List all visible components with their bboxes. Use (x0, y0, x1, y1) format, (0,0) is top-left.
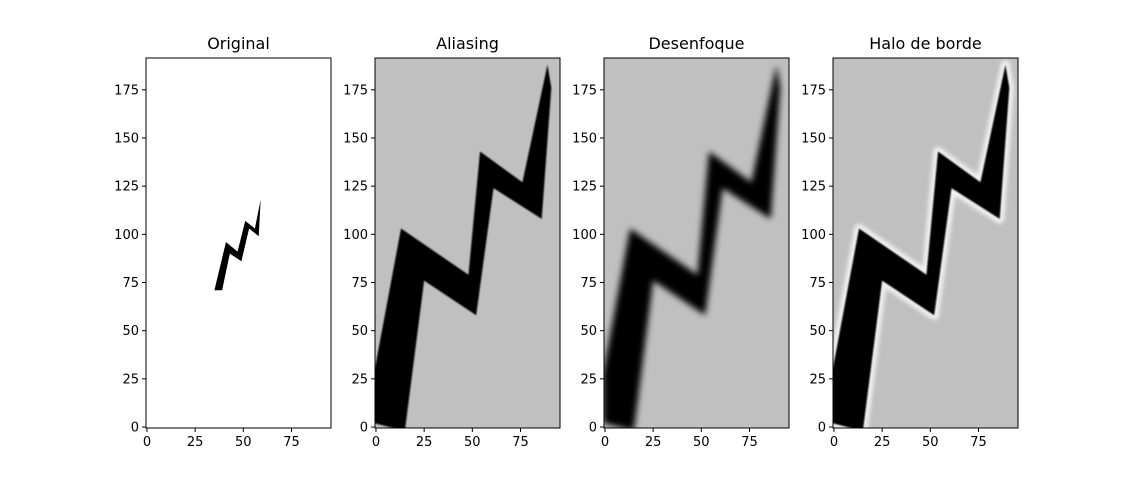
ticks-aliasing: 0 25 50 75 0 25 50 75 100 125 150 175 (343, 83, 529, 450)
y-tick-label: 75 (809, 276, 826, 291)
y-tick-label: 75 (351, 276, 368, 291)
y-tick-label: 0 (360, 421, 368, 436)
lightning-bolt-original (214, 199, 261, 291)
axes-frame-desenfoque (603, 57, 790, 429)
panel-title-halo: Halo de borde (869, 34, 981, 53)
x-tick-label: 0 (830, 435, 838, 450)
y-tick-label: 100 (801, 228, 826, 243)
y-tick-label: 0 (131, 421, 139, 436)
x-tick-label: 75 (283, 435, 300, 450)
y-tick-label: 175 (572, 83, 597, 98)
x-tick-label: 25 (874, 435, 891, 450)
x-tick-label: 25 (645, 435, 662, 450)
y-tick-label: 175 (114, 83, 139, 98)
y-tick-label: 125 (343, 180, 368, 195)
y-tick-label: 0 (589, 421, 597, 436)
y-tick-label: 50 (580, 324, 597, 339)
y-tick-label: 100 (343, 228, 368, 243)
x-tick-label: 75 (741, 435, 758, 450)
y-tick-label: 50 (351, 324, 368, 339)
image-area-original (146, 58, 331, 428)
y-tick-label: 25 (809, 372, 826, 387)
axes-frame-halo (832, 57, 1019, 429)
y-tick-label: 25 (122, 372, 139, 387)
y-tick-label: 75 (122, 276, 139, 291)
x-tick-label: 75 (512, 435, 529, 450)
y-tick-label: 50 (809, 324, 826, 339)
panel-title-aliasing: Aliasing (436, 34, 499, 53)
y-tick-label: 125 (114, 180, 139, 195)
y-tick-label: 50 (122, 324, 139, 339)
y-tick-label: 150 (572, 131, 597, 146)
lightning-bolt-halo (833, 64, 1010, 428)
y-tick-label: 125 (572, 180, 597, 195)
lightning-bolt-aliasing (375, 64, 552, 428)
ticks-halo: 0 25 50 75 0 25 50 75 100 125 150 175 (801, 83, 987, 450)
y-tick-label: 25 (580, 372, 597, 387)
x-tick-label: 0 (601, 435, 609, 450)
axes-frame-aliasing (374, 57, 561, 429)
y-tick-label: 75 (580, 276, 597, 291)
x-tick-label: 50 (693, 435, 710, 450)
y-tick-label: 25 (351, 372, 368, 387)
x-tick-label: 50 (464, 435, 481, 450)
y-tick-label: 150 (801, 131, 826, 146)
axes-frame-original (145, 57, 332, 429)
ticks-desenfoque: 0 25 50 75 0 25 50 75 100 125 150 175 (572, 83, 758, 450)
y-tick-label: 175 (343, 83, 368, 98)
y-tick-label: 150 (114, 131, 139, 146)
x-tick-label: 0 (143, 435, 151, 450)
ticks-original: 0 25 50 75 0 25 50 75 100 125 150 175 (114, 83, 300, 450)
y-tick-label: 175 (801, 83, 826, 98)
x-tick-label: 50 (235, 435, 252, 450)
y-tick-label: 125 (801, 180, 826, 195)
panel-aliasing: Aliasing 0 25 50 75 0 25 50 75 100 125 150 175 (343, 34, 561, 450)
x-tick-label: 25 (187, 435, 204, 450)
panel-original: Original 0 25 50 75 0 25 50 75 100 125 150 175 (114, 34, 332, 450)
lightning-bolt-desenfoque (604, 64, 781, 428)
x-tick-label: 25 (416, 435, 433, 450)
y-tick-label: 150 (343, 131, 368, 146)
x-tick-label: 50 (922, 435, 939, 450)
y-tick-label: 100 (572, 228, 597, 243)
y-tick-label: 100 (114, 228, 139, 243)
x-tick-label: 0 (372, 435, 380, 450)
panel-title-original: Original (207, 34, 270, 53)
x-tick-label: 75 (970, 435, 987, 450)
panel-halo: Halo de borde 0 25 50 75 0 25 50 75 100 125 150 175 (801, 34, 1019, 450)
panel-desenfoque: Desenfoque 0 25 50 75 0 25 50 75 100 125 150 175 (572, 34, 790, 450)
panel-title-desenfoque: Desenfoque (648, 34, 744, 53)
y-tick-label: 0 (818, 421, 826, 436)
